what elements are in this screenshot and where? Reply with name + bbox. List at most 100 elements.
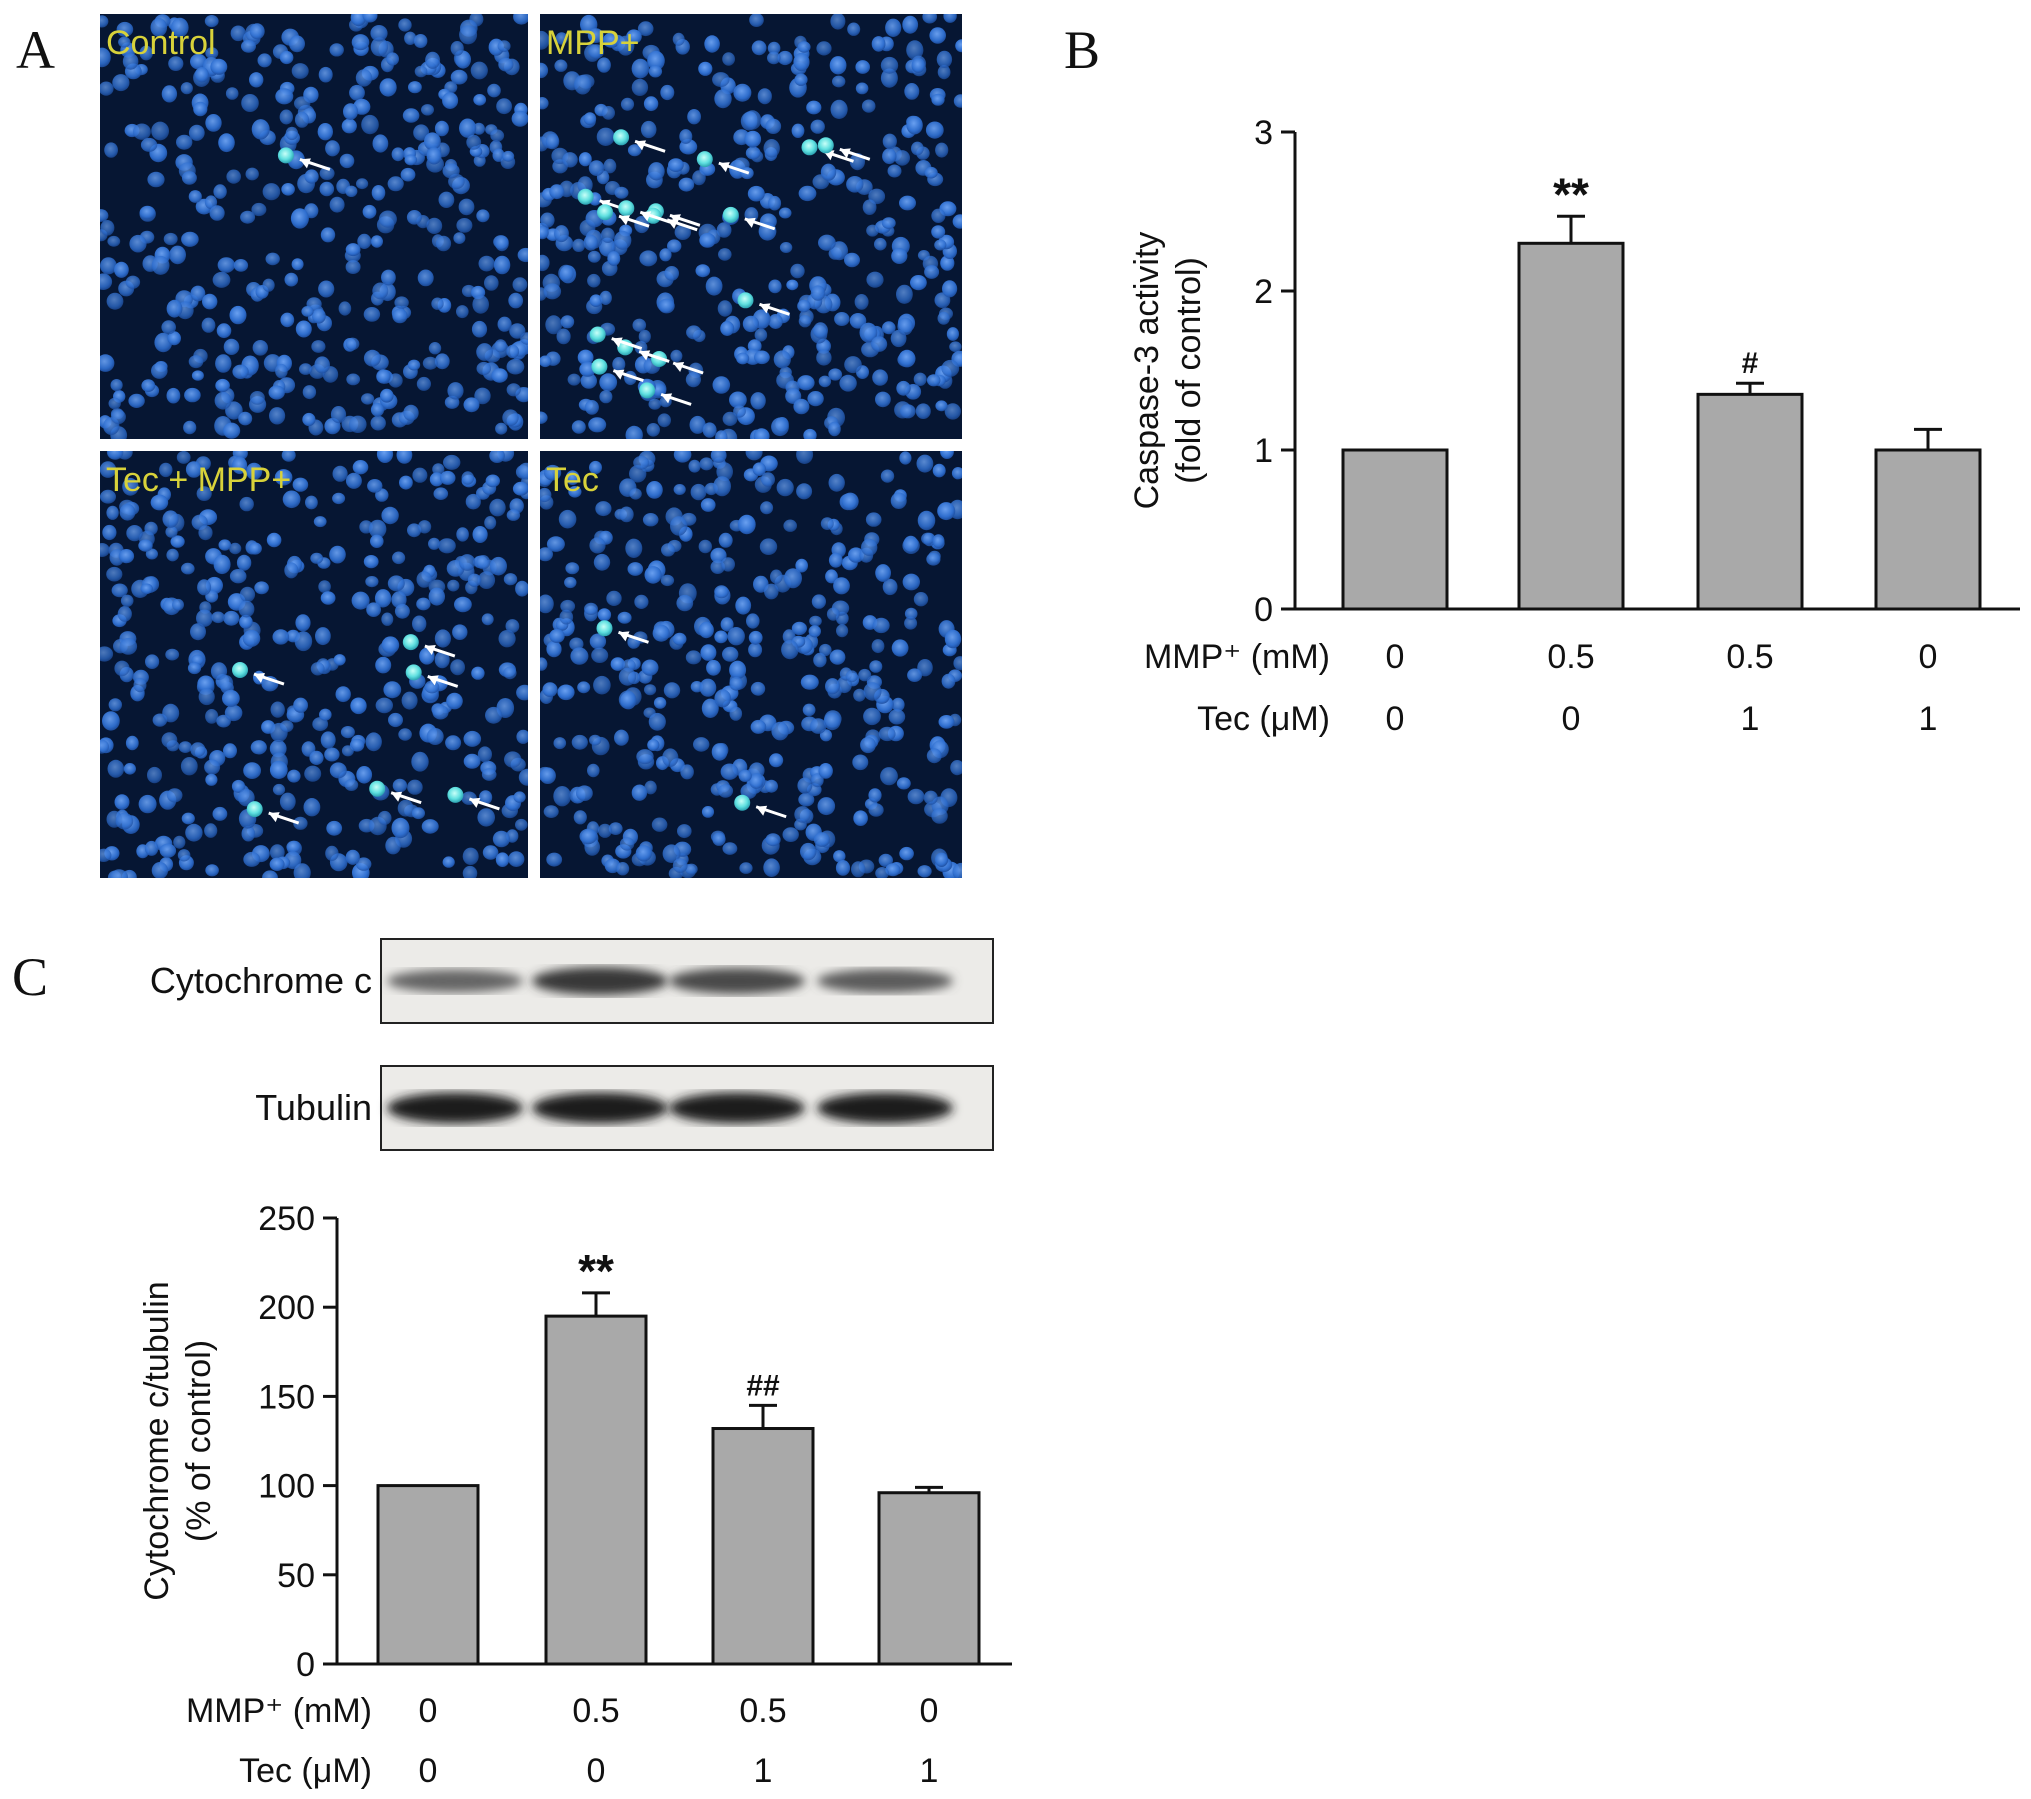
micrograph-3: Tec + MPP+ — [100, 451, 528, 878]
micrograph-label: Control — [106, 24, 216, 62]
arrowhead-icon — [744, 217, 756, 228]
arrowhead-icon — [427, 675, 439, 686]
western-blot: Cytochrome c Tubulin — [150, 938, 994, 1151]
treatment-value: 0 — [1386, 638, 1405, 676]
bar — [544, 1314, 648, 1666]
blot-band — [817, 1092, 953, 1124]
y-tick-label: 3 — [1254, 114, 1273, 152]
micrograph-1: Control — [100, 14, 528, 439]
apoptotic-nucleus — [402, 634, 419, 651]
apoptotic-nucleus — [696, 151, 713, 168]
apoptotic-nucleus — [613, 129, 630, 146]
arrowhead-icon — [639, 350, 651, 361]
blot-band — [387, 969, 523, 993]
apoptotic-nucleus — [639, 382, 656, 399]
significance-marker: # — [1742, 347, 1759, 380]
arrowhead-icon — [253, 673, 265, 684]
blot-row: Tubulin — [255, 1065, 994, 1151]
apoptotic-nucleus — [737, 292, 754, 309]
treatment-value: 0 — [1386, 700, 1405, 738]
apoptotic-nucleus — [405, 664, 422, 681]
microscopy-grid: Control MPP+ Tec + MPP+ Tec — [100, 14, 962, 878]
apoptotic-nucleus — [589, 326, 606, 343]
panel-letter-b: B — [1064, 20, 1100, 80]
nuclei-field — [540, 451, 962, 878]
arrowhead-icon — [469, 797, 481, 808]
y-tick-label: 0 — [1254, 591, 1273, 629]
arrowhead-icon — [613, 369, 625, 380]
y-axis-label: (fold of control) — [1170, 257, 1208, 484]
treatment-value: 0.5 — [1726, 638, 1773, 676]
arrowhead-icon — [718, 162, 730, 173]
treatment-value: 1 — [754, 1752, 773, 1790]
significance-marker: ** — [1553, 168, 1589, 220]
treatment-value: 0 — [1562, 700, 1581, 738]
y-tick-label: 2 — [1254, 273, 1273, 311]
apoptotic-nucleus — [591, 358, 608, 375]
blot-band — [387, 1092, 523, 1124]
bar — [711, 1427, 815, 1666]
apoptotic-nucleus — [369, 780, 386, 797]
bar — [1874, 448, 1982, 611]
treatment-row-label: Tec (μM) — [1197, 700, 1330, 738]
y-tick-label: 100 — [258, 1468, 315, 1506]
bar — [1341, 448, 1449, 611]
arrowhead-icon — [299, 158, 311, 169]
y-tick-label: 250 — [258, 1200, 315, 1238]
arrowhead-icon — [673, 362, 685, 373]
treatment-value: 0 — [587, 1752, 606, 1790]
treatment-value: 0 — [419, 1692, 438, 1730]
treatment-row-label: MMP⁺ (mM) — [1144, 638, 1330, 676]
apoptotic-nucleus — [722, 206, 739, 223]
panel-letter-c: C — [12, 947, 48, 1007]
micrograph-label: MPP+ — [546, 24, 640, 62]
apoptotic-nucleus — [277, 147, 294, 164]
arrowhead-icon — [618, 631, 630, 642]
treatment-value: 0 — [419, 1752, 438, 1790]
treatment-value: 1 — [1741, 700, 1760, 738]
arrowhead-icon — [839, 148, 851, 159]
blot-band — [817, 969, 953, 993]
panel-letter-a: A — [16, 20, 55, 80]
blot-band — [532, 1092, 668, 1124]
treatment-value: 0 — [920, 1692, 939, 1730]
y-tick-label: 150 — [258, 1378, 315, 1416]
bar — [376, 1484, 480, 1666]
bar — [1696, 392, 1804, 611]
nuclei-field — [100, 14, 528, 439]
nuclei-field — [100, 451, 528, 878]
treatment-value: 0.5 — [739, 1692, 786, 1730]
apoptotic-nucleus — [618, 200, 635, 217]
apoptotic-nucleus — [577, 188, 594, 205]
arrowhead-icon — [635, 140, 647, 151]
y-axis-label: Cytochrome c/tubulin — [138, 1281, 176, 1600]
micrograph-label: Tec + MPP+ — [106, 461, 291, 499]
chart-b-caspase3: 0 1 2 3 Caspase-3 activity (fold of control) *… — [1128, 114, 2020, 738]
blot-row: Cytochrome c — [150, 938, 994, 1024]
y-tick-label: 1 — [1254, 432, 1273, 470]
arrowhead-icon — [391, 791, 403, 802]
blot-band — [669, 968, 805, 994]
arrowhead-icon — [756, 805, 768, 816]
treatment-value: 1 — [1919, 700, 1938, 738]
apoptotic-nucleus — [232, 662, 248, 678]
blot-row-label: Cytochrome c — [150, 960, 372, 1001]
apoptotic-nucleus — [596, 620, 613, 637]
arrowhead-icon — [640, 211, 652, 222]
bar — [1517, 241, 1625, 611]
y-tick-label: 0 — [296, 1646, 315, 1684]
apoptotic-nucleus — [734, 794, 751, 811]
apoptotic-nucleus — [817, 137, 834, 154]
arrowhead-icon — [759, 303, 771, 314]
significance-marker: ** — [578, 1245, 614, 1297]
treatment-row-label: Tec (μM) — [239, 1752, 372, 1790]
y-axis-label: Caspase-3 activity — [1128, 232, 1166, 510]
bar — [877, 1491, 981, 1666]
nuclei-field — [540, 14, 962, 439]
apoptotic-nucleus — [801, 139, 818, 156]
apoptotic-nucleus — [447, 786, 464, 803]
y-tick-label: 50 — [277, 1557, 315, 1595]
arrowhead-icon — [611, 337, 623, 348]
y-axis-label: (% of control) — [180, 1340, 218, 1542]
